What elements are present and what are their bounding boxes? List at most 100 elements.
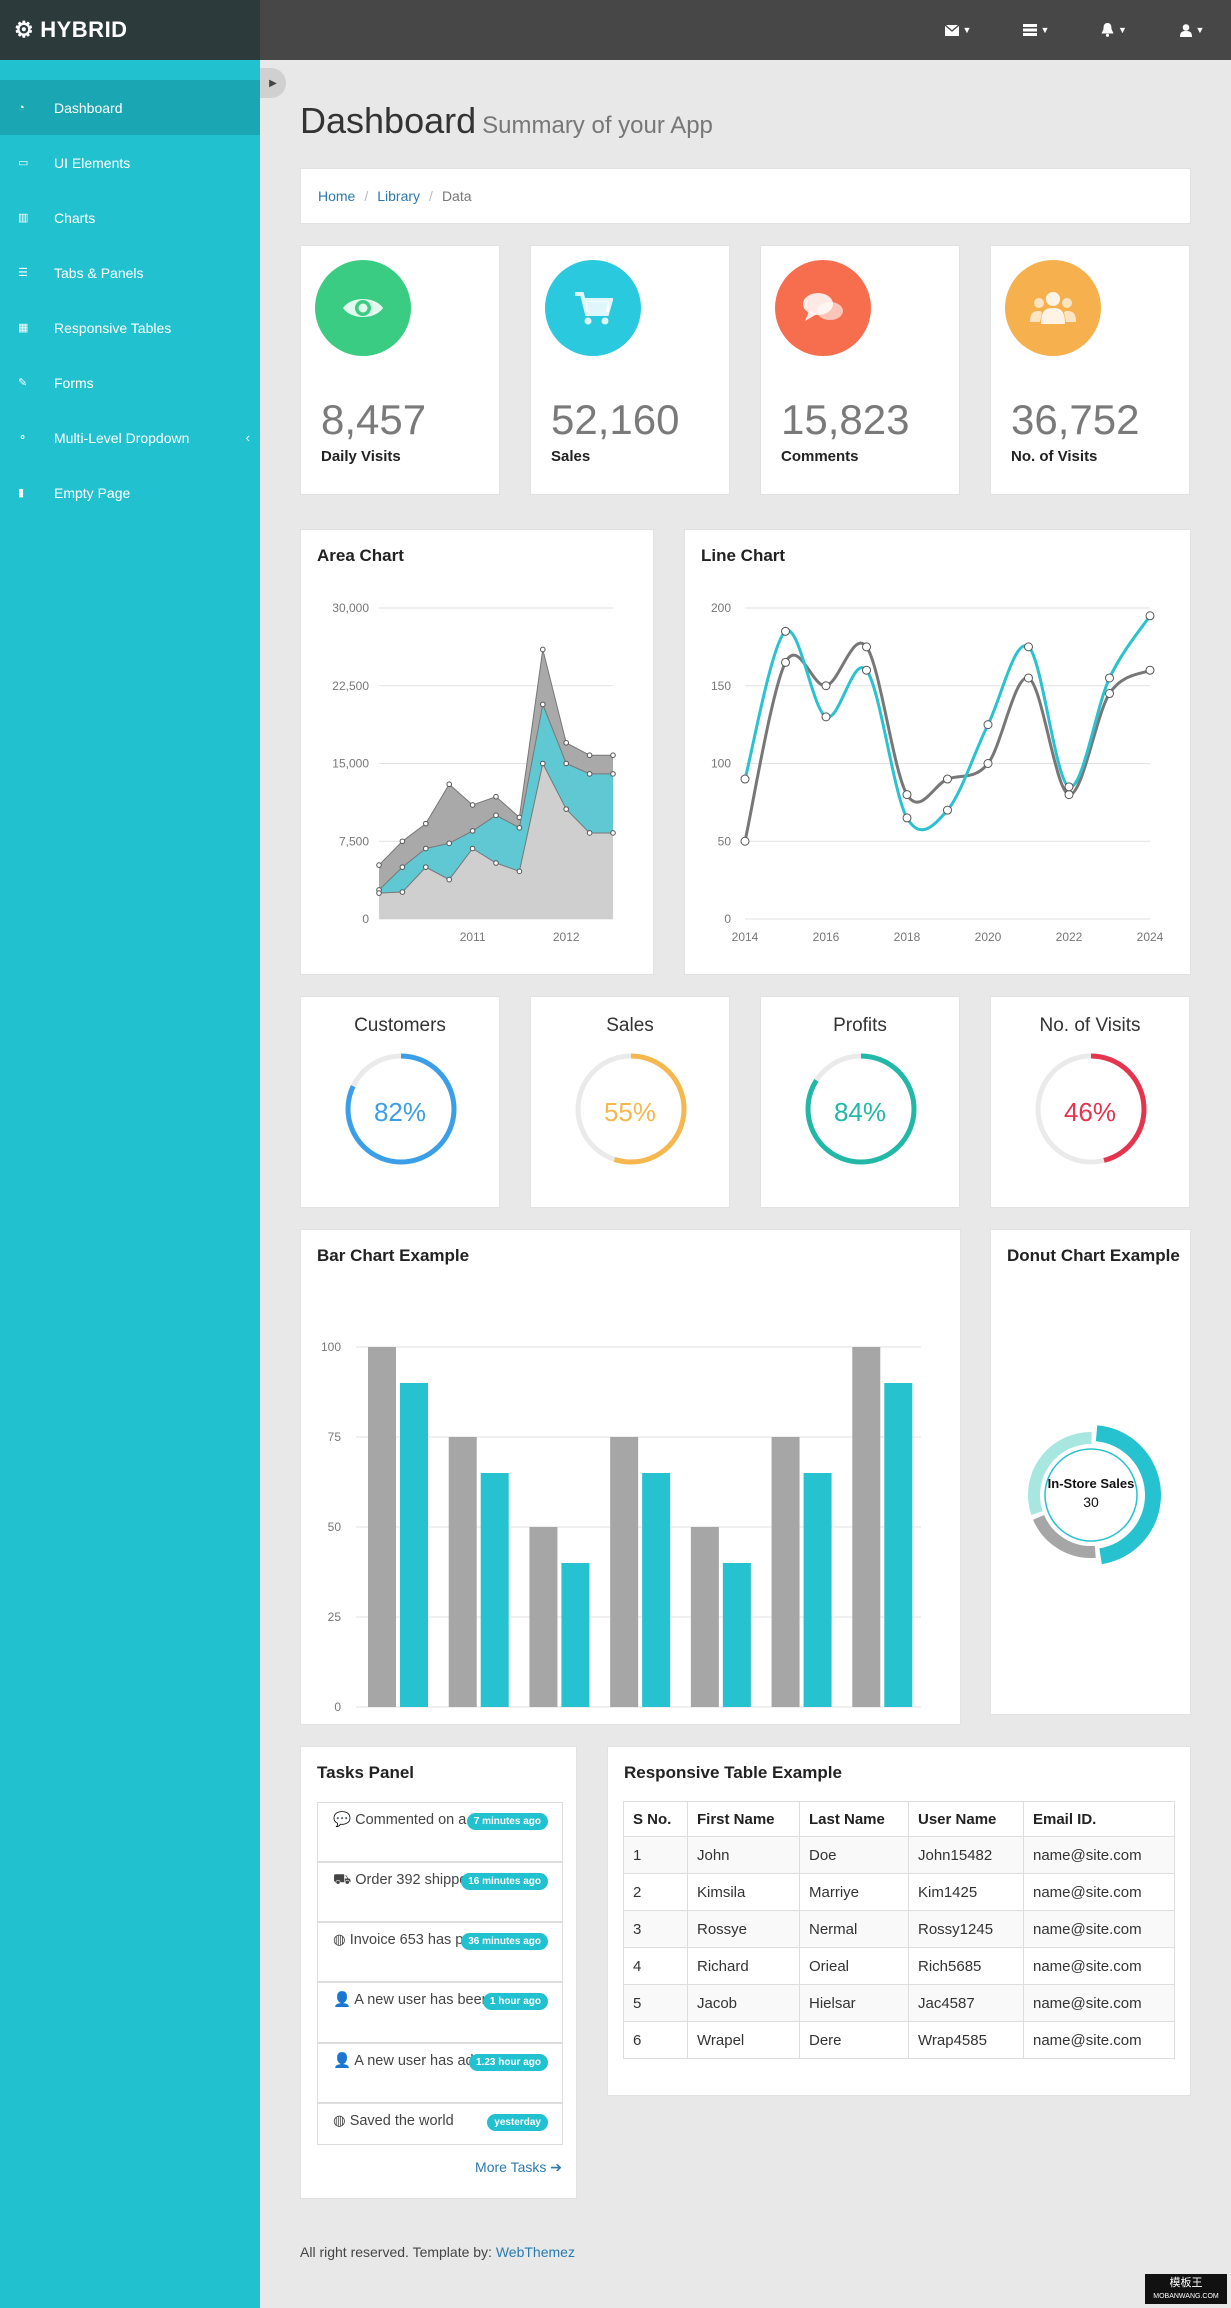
area-point — [516, 868, 523, 875]
table-header-row: S No. First Name Last Name User Name Ema… — [623, 1801, 1175, 1837]
y-tick-label: 0 — [334, 1700, 341, 1714]
breadcrumb-separator: / — [429, 188, 433, 204]
donut-chart — [1028, 1425, 1161, 1565]
x-tick-label: 2016 — [813, 930, 840, 944]
line-point — [862, 665, 871, 675]
tasks-dropdown[interactable]: ▼ — [997, 0, 1075, 60]
task-item[interactable]: ◍ Invoice 653 has paid 36 minutes ago — [317, 1922, 563, 1982]
x-tick-label: 2022 — [1056, 930, 1083, 944]
sidebar-item-label: Tabs & Panels — [54, 264, 144, 281]
table-cell: 3 — [623, 1910, 688, 1948]
gauge-value: 55% — [603, 1097, 657, 1127]
gauge-customers: Customers 82% — [300, 996, 500, 1208]
task-text: A new user has added — [354, 2053, 498, 2069]
edit-icon: ✎ — [18, 377, 28, 389]
list-icon: ☰ — [18, 267, 28, 279]
table-row: 4 Richard Orieal Rich5685 name@site.com — [623, 1947, 1175, 1985]
area-point — [423, 864, 429, 870]
bar — [852, 1347, 881, 1707]
line-point — [1024, 642, 1033, 652]
y-tick-label: 100 — [321, 1340, 341, 1354]
bar-chart-icon: ▥ — [18, 212, 29, 224]
more-tasks-link[interactable]: More Tasks ➔ — [475, 2159, 562, 2176]
sidebar-item-charts[interactable]: ▥ Charts — [0, 190, 260, 245]
task-text: Invoice 653 has paid — [349, 1932, 483, 1948]
line-point — [821, 681, 831, 691]
task-text: Order 392 shipped — [355, 1872, 476, 1888]
area-point — [610, 771, 616, 777]
table-row: 1 John Doe John15482 name@site.com — [623, 1836, 1175, 1874]
sidebar-toggle-button[interactable]: ▶ — [260, 68, 286, 98]
table-cell: name@site.com — [1023, 1910, 1175, 1948]
table-cell: Doe — [799, 1836, 909, 1874]
sidebar-item-label: Multi-Level Dropdown — [54, 429, 190, 446]
column-header: Email ID. — [1023, 1801, 1175, 1837]
line-point — [983, 720, 993, 730]
sidebar-item-label: Forms — [54, 374, 94, 391]
table-cell: Rich5685 — [908, 1947, 1024, 1985]
area-point — [399, 838, 406, 845]
line-point — [1105, 689, 1114, 699]
breadcrumb-home-link[interactable]: Home — [318, 188, 356, 204]
sidebar-item-dashboard[interactable]: ◔ Dashboard — [0, 80, 260, 135]
donut-center-value: 30 — [1083, 1494, 1099, 1510]
sidebar-item-ui-elements[interactable]: ▭ UI Elements — [0, 135, 260, 190]
table-row: 6 Wrapel Dere Wrap4585 name@site.com — [623, 2021, 1175, 2059]
y-tick-label: 15,000 — [332, 757, 369, 771]
user-dropdown[interactable]: ▼ — [1153, 0, 1231, 60]
footer-link[interactable]: WebThemez — [495, 2244, 575, 2260]
bar-chart-panel: Bar Chart Example 0255075100200620072008… — [300, 1229, 961, 1725]
area-point — [493, 812, 499, 819]
caret-right-icon: ▶ — [269, 77, 277, 89]
alerts-dropdown[interactable]: ▼ — [1075, 0, 1153, 60]
chevron-down-icon: ▼ — [1040, 25, 1050, 35]
table-row: 2 Kimsila Marriye Kim1425 name@site.com — [623, 1873, 1175, 1911]
bar — [803, 1473, 832, 1707]
sidebar-item-responsive-tables[interactable]: ▦ Responsive Tables — [0, 300, 260, 355]
gauge-no-of-visits: No. of Visits 46% — [990, 996, 1190, 1208]
task-item[interactable]: ◍ Saved the world yesterday — [317, 2103, 563, 2145]
table-cell: John — [687, 1836, 800, 1874]
stat-card-comments: 15,823 Comments — [760, 245, 960, 495]
x-tick-label: 2011 — [460, 930, 486, 944]
sidebar-item-forms[interactable]: ✎ Forms — [0, 355, 260, 410]
stat-icon-circle — [1005, 260, 1101, 356]
sidebar-item-label: Dashboard — [54, 99, 123, 116]
stat-label: Comments — [781, 448, 859, 465]
line-point — [781, 657, 790, 667]
sidebar-item-label: Charts — [54, 209, 96, 226]
task-text: Saved the world — [349, 2113, 454, 2129]
line-point — [943, 805, 952, 815]
users-icon — [1030, 292, 1076, 324]
comments-icon — [803, 293, 843, 321]
brand-logo[interactable]: ⚙ HYBRID — [0, 0, 260, 60]
task-item[interactable]: ⛟ Order 392 shipped 16 minutes ago — [317, 1862, 563, 1922]
table-cell: name@site.com — [1023, 1836, 1175, 1874]
area-chart-title: Area Chart — [317, 546, 404, 565]
area-point — [446, 840, 452, 847]
y-tick-label: 0 — [362, 912, 369, 926]
user-icon: 👤 — [333, 2053, 352, 2069]
gauge-ring — [345, 1053, 457, 1165]
area-point — [469, 802, 476, 808]
task-item[interactable]: 👤 A new user has added 1.23 hour ago — [317, 2043, 563, 2103]
breadcrumb-separator: / — [364, 188, 369, 204]
area-point — [376, 890, 382, 896]
breadcrumb-library-link[interactable]: Library — [377, 188, 421, 204]
area-chart-panel: Area Chart 0 7,500 15,000 22,500 30,000 2011 2… — [300, 529, 654, 975]
donut-chart-panel: Donut Chart Example In-Store Sales 30 — [990, 1229, 1191, 1715]
table-cell: 2 — [623, 1873, 688, 1911]
footer-text: All right reserved. Template by: — [300, 2244, 496, 2260]
stat-value: 52,160 — [551, 396, 680, 443]
bar-chart-title: Bar Chart Example — [317, 1246, 470, 1265]
sidebar-item-empty-page[interactable]: ▮ Empty Page — [0, 465, 260, 520]
column-header: User Name — [908, 1801, 1024, 1837]
task-item[interactable]: 👤 A new user has been added 1 hour ago — [317, 1982, 563, 2043]
donut-slice — [1028, 1432, 1092, 1516]
task-item[interactable]: 💬 Commented on a post 7 minutes ago — [317, 1802, 563, 1862]
table-cell: Kim1425 — [908, 1873, 1024, 1911]
sidebar-item-multi-level-dropdown[interactable]: ⚬ Multi-Level Dropdown ‹ — [0, 410, 260, 465]
sidebar-item-tabs-panels[interactable]: ☰ Tabs & Panels — [0, 245, 260, 300]
chevron-left-icon: ‹ — [245, 430, 250, 445]
messages-dropdown[interactable]: ▼ — [919, 0, 997, 60]
